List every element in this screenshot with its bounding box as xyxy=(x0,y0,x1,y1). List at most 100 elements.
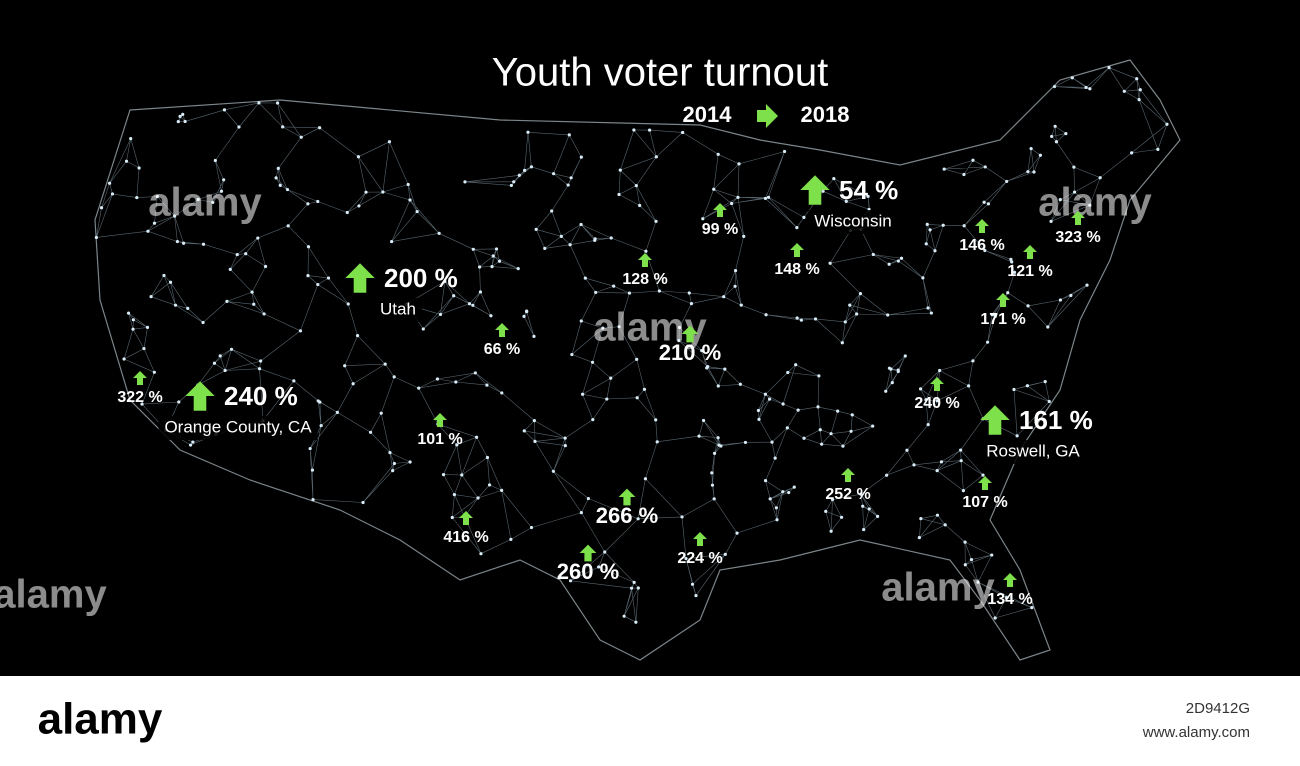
node xyxy=(485,455,490,460)
node xyxy=(983,165,987,169)
node xyxy=(594,290,598,295)
marker-value: 66 % xyxy=(484,341,520,358)
node xyxy=(467,302,472,306)
node xyxy=(532,419,536,423)
node xyxy=(438,312,443,317)
node xyxy=(770,440,774,444)
node xyxy=(529,525,534,530)
node xyxy=(308,446,312,451)
marker-value: 107 % xyxy=(962,494,1007,511)
node xyxy=(763,479,768,483)
node xyxy=(1012,387,1016,392)
node xyxy=(1026,170,1030,174)
node xyxy=(435,377,440,381)
place-box xyxy=(374,298,422,322)
node xyxy=(196,197,200,202)
marker-value: 240 % xyxy=(914,395,959,412)
node xyxy=(563,436,567,440)
node xyxy=(830,497,835,502)
node xyxy=(298,329,303,333)
node xyxy=(1006,291,1010,295)
place-name: Orange County, CA xyxy=(164,417,312,436)
node xyxy=(122,357,126,361)
node xyxy=(993,616,997,620)
node xyxy=(684,556,688,561)
node xyxy=(581,392,585,396)
node xyxy=(832,176,836,181)
node xyxy=(710,471,714,475)
up-arrow xyxy=(681,325,699,343)
node xyxy=(627,291,632,295)
node xyxy=(690,582,695,586)
node xyxy=(1043,379,1047,384)
node xyxy=(912,463,916,467)
node xyxy=(866,194,870,198)
node xyxy=(471,303,475,307)
node xyxy=(802,436,806,440)
node xyxy=(532,334,536,338)
node xyxy=(99,206,104,210)
node xyxy=(642,387,647,391)
node xyxy=(563,444,567,448)
node xyxy=(742,234,746,238)
node xyxy=(981,473,985,477)
node xyxy=(917,535,921,540)
node xyxy=(566,183,570,187)
node xyxy=(687,291,691,295)
node xyxy=(813,317,818,321)
node xyxy=(135,195,139,200)
node xyxy=(316,199,320,204)
node xyxy=(654,418,658,422)
node xyxy=(454,380,458,384)
node xyxy=(928,228,932,232)
node xyxy=(351,382,355,386)
place-box xyxy=(980,440,1086,464)
node xyxy=(343,364,347,368)
marker-value: 266 % xyxy=(596,503,658,528)
node xyxy=(491,254,495,258)
node xyxy=(986,202,991,206)
node xyxy=(643,477,648,481)
node xyxy=(522,429,526,433)
node xyxy=(225,299,229,303)
background xyxy=(0,0,1300,676)
node xyxy=(763,392,768,396)
node xyxy=(463,180,467,184)
place-box xyxy=(808,210,898,234)
marker-value: 252 % xyxy=(825,486,870,503)
node xyxy=(887,366,892,370)
node xyxy=(390,239,394,244)
place-name: Wisconsin xyxy=(814,211,891,230)
node xyxy=(1064,131,1068,136)
node xyxy=(766,195,771,199)
node xyxy=(228,267,232,271)
node xyxy=(568,579,573,583)
node xyxy=(941,223,945,227)
to-year: 2018 xyxy=(801,102,850,127)
node xyxy=(364,190,368,194)
node xyxy=(767,397,772,401)
node xyxy=(579,222,583,227)
node xyxy=(850,413,854,417)
footer-bar xyxy=(0,676,1300,766)
up-arrow xyxy=(841,468,855,482)
node xyxy=(933,249,937,253)
node xyxy=(252,302,256,306)
marker-value: 121 % xyxy=(1007,263,1052,280)
node xyxy=(716,436,720,440)
node xyxy=(1069,293,1073,298)
node xyxy=(223,368,227,373)
node xyxy=(722,295,726,299)
marker-value: 224 % xyxy=(677,550,722,567)
up-arrow xyxy=(978,476,992,490)
node xyxy=(924,398,928,402)
node xyxy=(787,490,791,495)
node xyxy=(712,187,716,191)
node xyxy=(257,101,261,105)
node xyxy=(1047,399,1051,404)
node xyxy=(326,276,331,280)
network-lines xyxy=(96,67,1168,623)
node xyxy=(1004,595,1008,600)
node xyxy=(381,190,385,194)
